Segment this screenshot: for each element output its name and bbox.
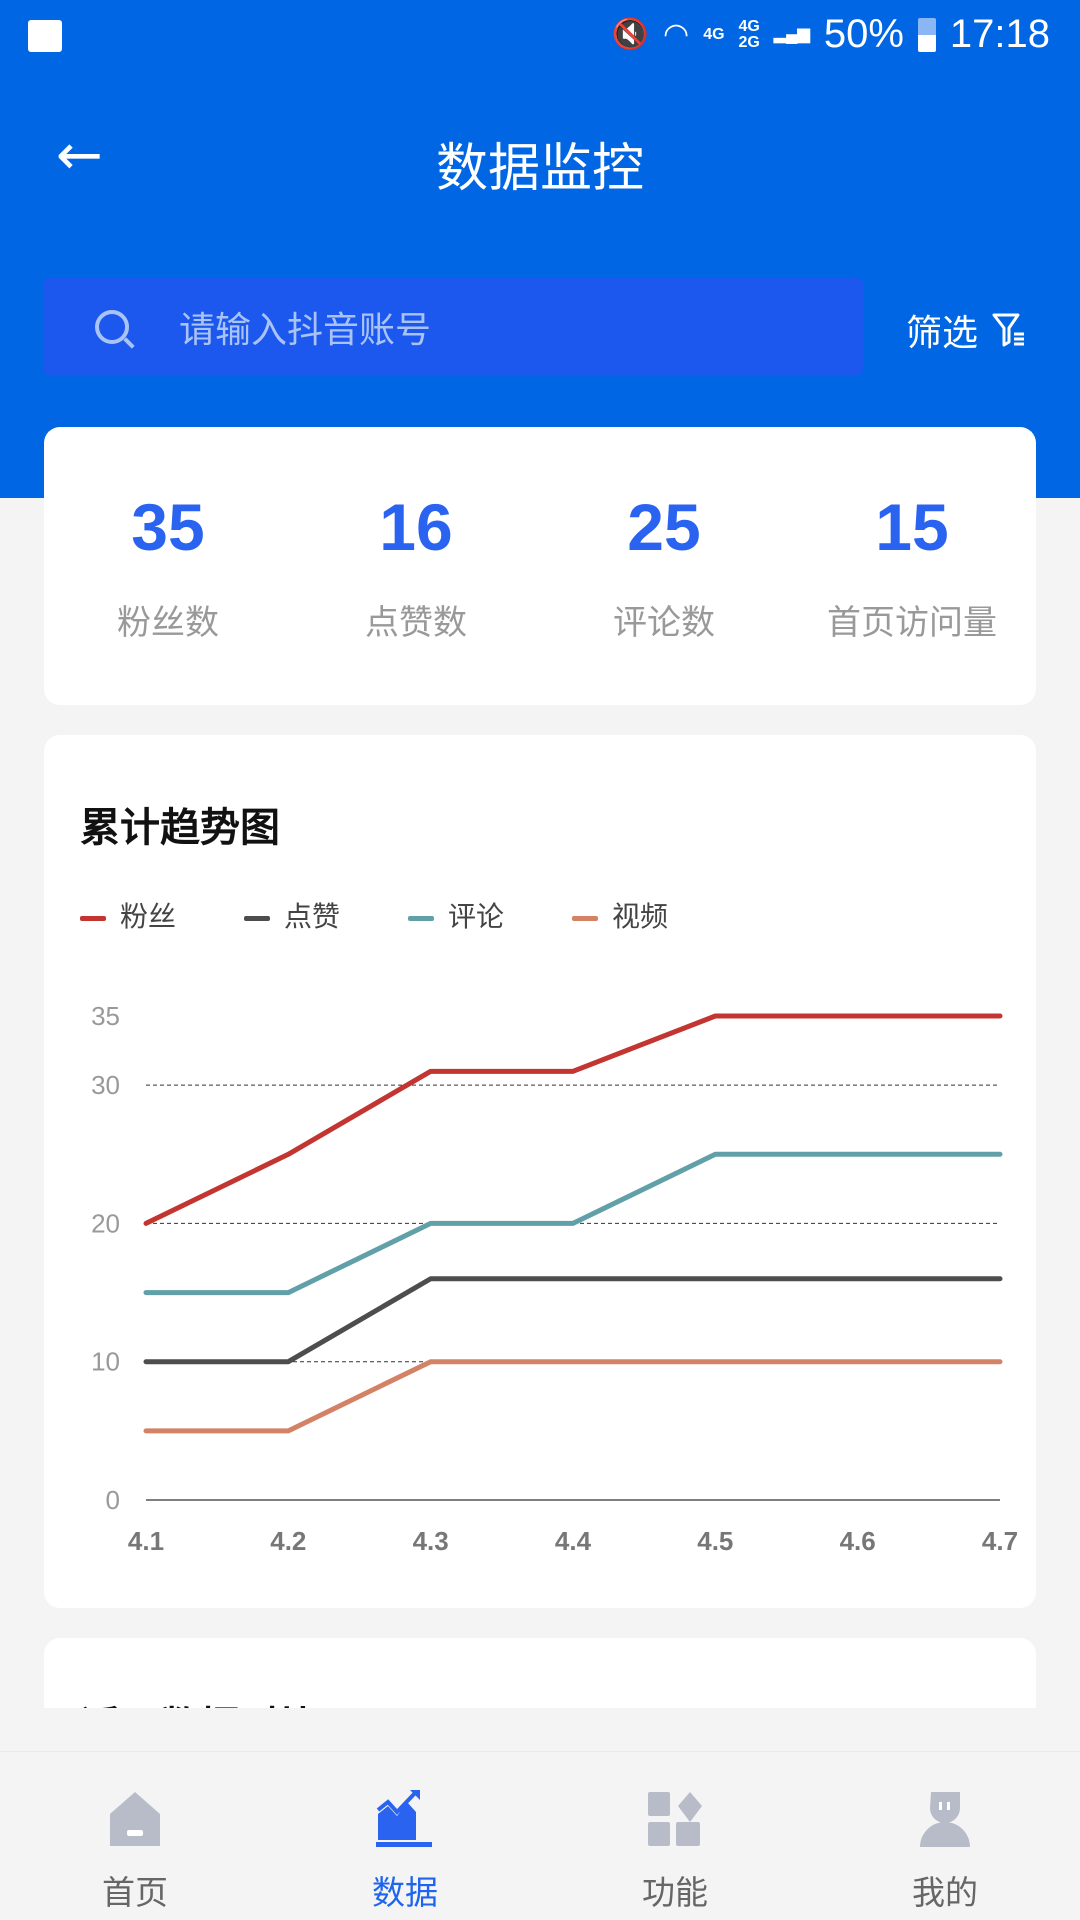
x-tick-label: 4.1 xyxy=(128,1526,164,1556)
x-tick-label: 4.3 xyxy=(413,1526,449,1556)
legend-swatch xyxy=(408,915,435,921)
chart-title: 累计趋势图 xyxy=(80,805,280,851)
trend-chart-card: 累计趋势图 粉丝 点赞 评论 视频 0 10 20 30 35 4.1 4.2 4.3 4.4 4… xyxy=(44,735,1036,1608)
legend-item[interactable]: 粉丝 xyxy=(80,895,176,935)
y-tick-label: 30 xyxy=(91,1070,120,1100)
stat-label: 评论数 xyxy=(613,603,715,643)
comparison-card: 近日数据对比 xyxy=(44,1638,1036,1708)
legend-item[interactable]: 视频 xyxy=(572,895,668,935)
filter-label: 筛选 xyxy=(906,313,979,354)
signal-icon: ▂▄▆ xyxy=(773,25,810,43)
stat-visits[interactable]: 15 首页访问量 xyxy=(788,427,1036,705)
y-tick-label: 0 xyxy=(106,1485,120,1515)
legend-swatch xyxy=(244,915,271,921)
y-tick-label: 20 xyxy=(91,1208,120,1238)
nav-label: 功能 xyxy=(642,1873,708,1912)
nav-label: 数据 xyxy=(372,1873,438,1912)
stat-value: 16 xyxy=(379,490,453,564)
legend-item[interactable]: 评论 xyxy=(408,895,504,935)
chart-legend: 粉丝 点赞 评论 视频 xyxy=(80,895,668,935)
stat-value: 15 xyxy=(875,490,949,564)
nav-data[interactable]: 数据 xyxy=(270,1752,540,1920)
network-label: 4G xyxy=(703,25,725,43)
stat-value: 25 xyxy=(627,490,701,564)
gallery-notification-icon xyxy=(28,20,62,52)
series-line-1 xyxy=(143,1276,1003,1365)
network-label-2: 4G 2G xyxy=(738,17,760,51)
page-title: 数据监控 xyxy=(435,139,644,199)
series-line-0 xyxy=(143,1013,1003,1226)
back-arrow-icon[interactable]: ← xyxy=(56,123,103,188)
battery-percent: 50% xyxy=(823,12,904,56)
stat-label: 粉丝数 xyxy=(117,603,219,643)
search-icon xyxy=(95,309,129,344)
series-line-3 xyxy=(143,1359,1003,1434)
line-chart: 0 10 20 30 35 4.1 4.2 4.3 4.4 4.5 4.6 4.7 xyxy=(91,1001,1018,1556)
nav-label: 我的 xyxy=(912,1873,978,1912)
y-tick-label: 10 xyxy=(91,1347,120,1377)
nav-mine[interactable]: 我的 xyxy=(810,1752,1080,1920)
clock: 17:18 xyxy=(949,12,1050,56)
x-tick-label: 4.4 xyxy=(555,1526,592,1556)
nav-home[interactable]: 首页 xyxy=(0,1752,270,1920)
nav-features[interactable]: 功能 xyxy=(540,1752,810,1920)
stat-label: 首页访问量 xyxy=(827,603,997,643)
nav-label: 首页 xyxy=(102,1873,168,1912)
stat-likes[interactable]: 16 点赞数 xyxy=(292,427,540,705)
header: 🔇 ◠ 4G 4G 2G ▂▄▆ 50% 17:18 ← 数据监控 请输入抖音账号… xyxy=(0,0,1080,498)
filter-button[interactable]: 筛选 xyxy=(906,304,1026,356)
series-line-2 xyxy=(143,1151,1003,1296)
stat-value: 35 xyxy=(131,490,205,564)
stat-label: 点赞数 xyxy=(365,603,467,643)
legend-item[interactable]: 点赞 xyxy=(244,895,340,935)
stat-comments[interactable]: 25 评论数 xyxy=(540,427,788,705)
filter-icon xyxy=(992,313,1025,347)
comparison-title: 近日数据对比 xyxy=(80,1694,320,1708)
bottom-nav: 首页 数据 功能 我的 xyxy=(0,1751,1080,1920)
stats-card: 35 粉丝数 16 点赞数 25 评论数 15 首页访问量 xyxy=(44,427,1036,705)
mute-icon: 🔇 xyxy=(611,18,649,51)
y-tick-label: 35 xyxy=(91,1001,120,1031)
stat-fans[interactable]: 35 粉丝数 xyxy=(44,427,292,705)
x-tick-label: 4.6 xyxy=(840,1526,876,1556)
user-icon xyxy=(920,1792,970,1847)
x-tick-label: 4.2 xyxy=(270,1526,306,1556)
legend-swatch xyxy=(80,915,106,921)
battery-icon xyxy=(917,17,936,52)
x-tick-label: 4.7 xyxy=(982,1526,1018,1556)
legend-swatch xyxy=(572,915,599,921)
chart-icon xyxy=(376,1790,432,1847)
status-bar: 🔇 ◠ 4G 4G 2G ▂▄▆ 50% 17:18 xyxy=(0,0,1080,76)
apps-icon xyxy=(648,1792,702,1846)
search-placeholder: 请输入抖音账号 xyxy=(179,309,432,351)
home-icon xyxy=(110,1792,160,1846)
x-tick-label: 4.5 xyxy=(697,1526,733,1556)
wifi-icon: ◠ xyxy=(663,18,690,51)
search-input[interactable]: 请输入抖音账号 xyxy=(43,277,863,376)
